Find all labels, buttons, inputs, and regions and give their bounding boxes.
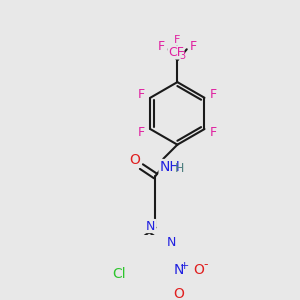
Text: O: O: [193, 263, 204, 277]
Text: H: H: [175, 162, 184, 175]
Text: O: O: [130, 153, 141, 167]
Text: N: N: [174, 263, 184, 277]
Text: Cl: Cl: [112, 267, 126, 280]
Text: F: F: [209, 126, 217, 139]
Text: O: O: [173, 287, 184, 300]
Text: F: F: [209, 88, 217, 101]
Text: F: F: [174, 35, 181, 45]
Text: F: F: [158, 40, 165, 52]
Text: N: N: [146, 220, 155, 232]
Text: F: F: [138, 88, 145, 101]
Text: F: F: [190, 40, 196, 52]
Text: F: F: [138, 126, 145, 139]
Text: NH: NH: [159, 160, 180, 174]
Text: +: +: [180, 261, 189, 271]
Text: 3: 3: [180, 50, 186, 61]
Text: CF: CF: [168, 46, 184, 59]
Text: N: N: [167, 236, 176, 249]
Text: -: -: [203, 259, 208, 272]
